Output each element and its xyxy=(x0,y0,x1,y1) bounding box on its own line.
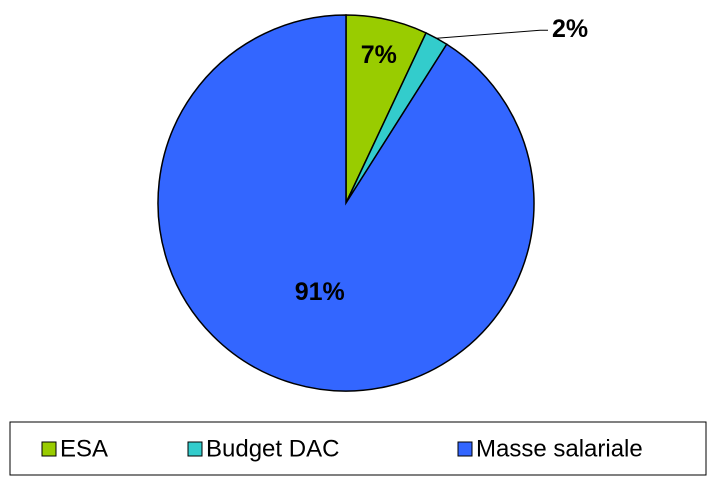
legend-swatch xyxy=(41,441,57,457)
legend-swatch xyxy=(457,441,473,457)
legend-label: ESA xyxy=(60,435,108,462)
data-label: 2% xyxy=(552,15,588,43)
leader-line xyxy=(436,29,548,39)
legend-label: Masse salariale xyxy=(476,435,643,462)
legend-swatch xyxy=(187,441,203,457)
data-label: 91% xyxy=(295,278,345,306)
data-label: 7% xyxy=(361,41,397,69)
pie-slice xyxy=(157,14,535,392)
legend-box xyxy=(9,421,707,476)
legend-label: Budget DAC xyxy=(206,435,339,462)
